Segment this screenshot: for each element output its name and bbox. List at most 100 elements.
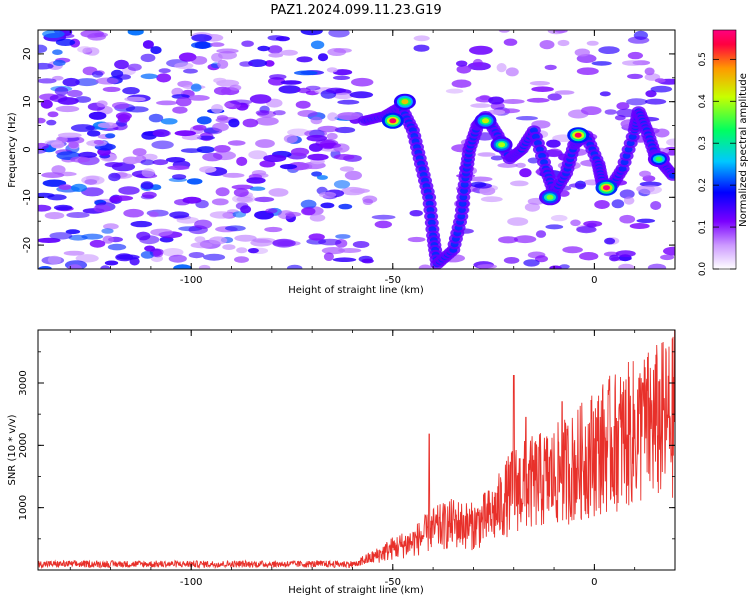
heatmap-cell [249, 186, 266, 191]
heatmap-cell [598, 46, 620, 54]
heatmap-cell [42, 30, 65, 38]
heatmap-cell [300, 199, 317, 209]
heatmap-cell [604, 109, 617, 115]
heatmap-cell [629, 223, 650, 229]
heatmap-cell [231, 184, 254, 190]
heatmap-cell [234, 256, 249, 263]
heatmap-cell [503, 38, 518, 46]
x-tick-label: 0 [591, 577, 597, 588]
heatmap-cell [140, 73, 158, 80]
heatmap-cell [233, 188, 249, 197]
heatmap-cell [236, 156, 248, 166]
heatmap-cell [268, 188, 289, 197]
heatmap-cell [65, 229, 81, 235]
heatmap-cell [374, 220, 392, 229]
heatmap-cell [81, 187, 104, 197]
heatmap-cell [38, 266, 52, 269]
heatmap-cell [199, 166, 217, 173]
heatmap-cell [78, 151, 98, 158]
heatmap-cell [333, 180, 351, 189]
heatmap-cell [468, 176, 493, 182]
heatmap-cell [47, 255, 62, 265]
heatmap-cell [639, 170, 651, 178]
ridge-mark [458, 200, 467, 207]
heatmap-cell [118, 186, 140, 195]
heatmap-cell [71, 183, 87, 192]
heatmap-cell [501, 99, 525, 104]
heatmap-cell [196, 135, 215, 140]
heatmap-cell [122, 87, 140, 95]
heatmap-cell [535, 255, 548, 263]
heatmap-cell [112, 102, 130, 109]
heatmap-cell [259, 160, 276, 168]
heatmap-cell [67, 264, 82, 269]
colorbar-tick-label: 0.2 [698, 178, 708, 192]
heatmap-cell [141, 168, 155, 178]
heatmap-cell [279, 164, 298, 170]
heatmap-cell [280, 49, 298, 56]
heatmap-cell [327, 112, 338, 122]
heatmap-cell [310, 40, 325, 50]
heatmap-cell [215, 187, 230, 197]
heatmap-cell [42, 179, 67, 187]
heatmap-cell [349, 188, 370, 194]
heatmap-cell [547, 148, 563, 158]
heatmap-cell [104, 260, 119, 266]
heatmap-cell [295, 100, 311, 109]
hotspot [401, 99, 409, 105]
heatmap-cell [272, 238, 296, 248]
heatmap-cell [332, 69, 353, 76]
heatmap-cell [186, 178, 203, 185]
heatmap-cell [75, 254, 99, 263]
heatmap-cell [162, 248, 184, 257]
heatmap-cell [307, 153, 329, 161]
heatmap-cell [278, 85, 301, 94]
heatmap-cell [140, 181, 154, 190]
heatmap-cell [638, 185, 662, 195]
heatmap-cell [507, 217, 529, 226]
heatmap-cell [198, 264, 211, 269]
heatmap-cell [130, 220, 153, 228]
heatmap-cell [609, 254, 620, 262]
heatmap-cell [105, 133, 116, 139]
heatmap-cell [352, 241, 370, 248]
heatmap-cell [227, 140, 246, 146]
heatmap-cell [38, 117, 46, 124]
heatmap-cell [619, 189, 635, 199]
heatmap-cell [102, 86, 121, 92]
colorbar-tick-label: 0.3 [698, 136, 708, 150]
heatmap-cell [44, 212, 65, 220]
heatmap-cell [194, 41, 211, 49]
heatmap-cell [496, 63, 507, 73]
heatmap-cell [152, 129, 171, 137]
heatmap-cell [63, 250, 85, 256]
heatmap-cell [211, 104, 224, 114]
hotspot [498, 142, 506, 148]
heatmap-cell [666, 138, 675, 146]
heatmap-cell [339, 166, 355, 172]
heatmap-cell [527, 157, 540, 164]
heatmap-cell [194, 219, 213, 229]
heatmap-cell [619, 214, 636, 224]
hotspot [655, 156, 663, 162]
heatmap-cell [510, 180, 529, 187]
heatmap-cell [576, 67, 599, 75]
x-tick-label: -100 [180, 577, 203, 588]
heatmap-cell [101, 228, 114, 234]
heatmap-cell [141, 191, 157, 199]
heatmap-cell [95, 77, 119, 85]
heatmap-cell [477, 264, 497, 269]
heatmap-cell [568, 183, 587, 188]
heatmap-cell [297, 110, 318, 117]
heatmap-cell [132, 148, 147, 157]
heatmap-cell [451, 79, 472, 88]
heatmap-cell [283, 134, 298, 144]
snr-ylabel: SNR (10 * v/v) [7, 414, 18, 485]
heatmap-cell [68, 141, 79, 149]
heatmap-cell [325, 87, 347, 94]
heatmap-cell [160, 118, 178, 125]
heatmap-cell [187, 95, 210, 101]
heatmap-cell [503, 257, 520, 264]
heatmap-cell [344, 170, 362, 181]
heatmap-cell [77, 46, 93, 53]
